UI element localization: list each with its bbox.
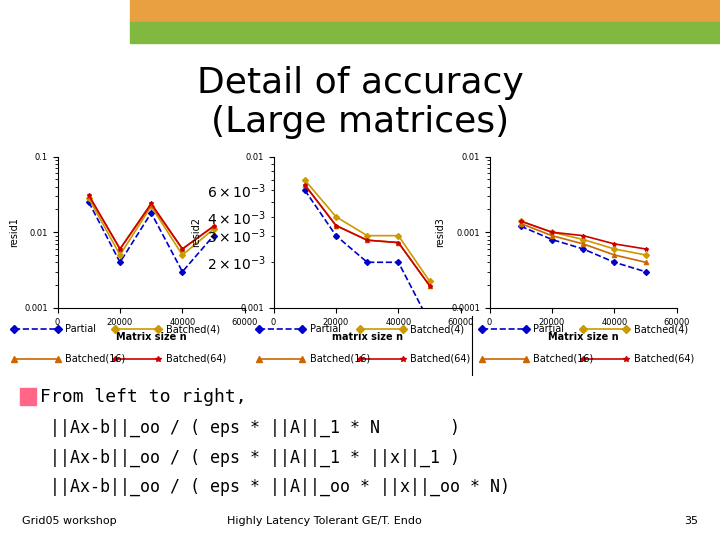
Text: Batched(16): Batched(16)	[533, 354, 593, 363]
Text: ||Ax-b||_oo / ( eps * ||A||_oo * ||x||_oo * N): ||Ax-b||_oo / ( eps * ||A||_oo * ||x||_o…	[50, 478, 510, 496]
Text: From left to right,: From left to right,	[40, 388, 246, 406]
Bar	[130, 22, 720, 43]
Y-axis label: resid3: resid3	[436, 217, 446, 247]
X-axis label: Matrix size n: Matrix size n	[548, 332, 618, 342]
Text: Partial: Partial	[65, 325, 96, 334]
Bar	[20, 388, 36, 406]
Text: Batched(4): Batched(4)	[634, 325, 688, 334]
Text: ||Ax-b||_oo / ( eps * ||A||_1 * ||x||_1 ): ||Ax-b||_oo / ( eps * ||A||_1 * ||x||_1 …	[50, 448, 460, 467]
Text: Partial: Partial	[533, 325, 564, 334]
Text: Partial: Partial	[310, 325, 341, 334]
Text: Batched(64): Batched(64)	[634, 354, 694, 363]
Text: Highly Latency Tolerant GE/T. Endo: Highly Latency Tolerant GE/T. Endo	[227, 516, 421, 526]
Text: 35: 35	[685, 516, 698, 526]
X-axis label: matrix size n: matrix size n	[332, 332, 402, 342]
X-axis label: Matrix size n: Matrix size n	[116, 332, 186, 342]
Text: Detail of accuracy
(Large matrices): Detail of accuracy (Large matrices)	[197, 66, 523, 139]
Bar	[130, 0, 720, 22]
Text: Grid05 workshop: Grid05 workshop	[22, 516, 116, 526]
Text: Batched(64): Batched(64)	[410, 354, 471, 363]
Y-axis label: resid1: resid1	[9, 217, 19, 247]
Text: ||Ax-b||_oo / ( eps * ||A||_1 * N       ): ||Ax-b||_oo / ( eps * ||A||_1 * N )	[50, 418, 460, 437]
Text: Batched(16): Batched(16)	[310, 354, 370, 363]
Text: Batched(4): Batched(4)	[166, 325, 220, 334]
Text: Batched(16): Batched(16)	[65, 354, 125, 363]
Y-axis label: resid2: resid2	[192, 217, 202, 247]
Text: Batched(4): Batched(4)	[410, 325, 464, 334]
Text: Batched(64): Batched(64)	[166, 354, 226, 363]
